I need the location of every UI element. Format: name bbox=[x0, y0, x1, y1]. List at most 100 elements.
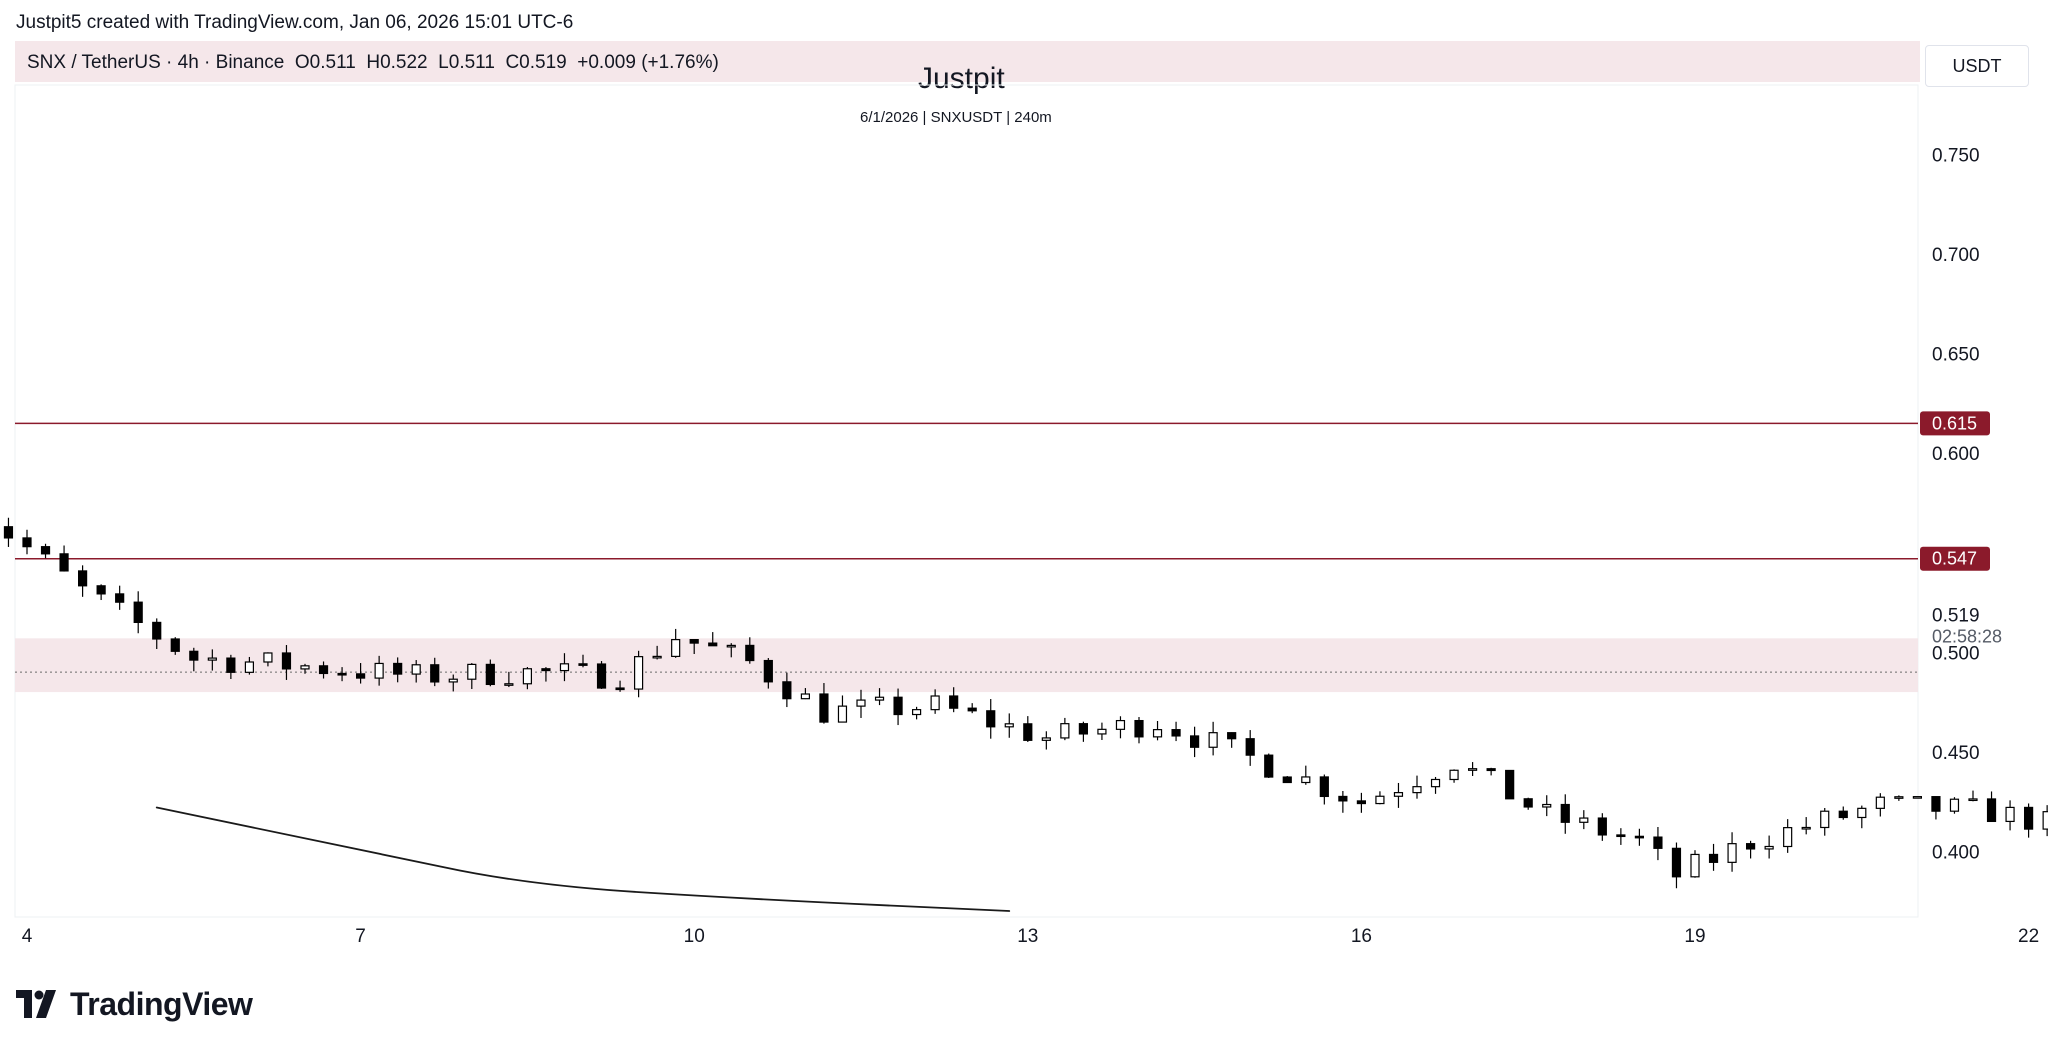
candle-body[interactable] bbox=[1171, 729, 1181, 737]
candle-body[interactable] bbox=[1023, 723, 1033, 741]
candle-body[interactable] bbox=[893, 696, 903, 716]
candle-body[interactable] bbox=[1152, 729, 1163, 738]
candle-body[interactable] bbox=[2042, 811, 2048, 830]
candle-body[interactable] bbox=[1912, 796, 1923, 799]
candle-body[interactable] bbox=[1430, 778, 1441, 788]
candle-body[interactable] bbox=[1319, 776, 1329, 798]
candle-body[interactable] bbox=[1783, 827, 1793, 848]
candle-body[interactable] bbox=[1671, 847, 1682, 878]
candle-body[interactable] bbox=[911, 709, 922, 716]
candle-body[interactable] bbox=[226, 657, 236, 673]
candle-body[interactable] bbox=[1875, 796, 1885, 809]
candle-body[interactable] bbox=[1653, 836, 1663, 849]
candle-body[interactable] bbox=[59, 553, 69, 572]
candle-body[interactable] bbox=[1060, 723, 1070, 739]
candle-body[interactable] bbox=[1227, 732, 1237, 740]
candle-body[interactable] bbox=[485, 663, 495, 686]
candle-body[interactable] bbox=[1078, 723, 1089, 735]
candle-body[interactable] bbox=[1708, 853, 1719, 863]
candle-body[interactable] bbox=[726, 644, 736, 648]
candle-body[interactable] bbox=[1820, 810, 1830, 829]
candle-body[interactable] bbox=[356, 673, 366, 679]
candle-body[interactable] bbox=[596, 663, 607, 689]
candle-body[interactable] bbox=[2005, 806, 2015, 823]
candle-body[interactable] bbox=[1301, 776, 1311, 784]
candle-body[interactable] bbox=[1097, 728, 1107, 735]
candle-body[interactable] bbox=[207, 657, 217, 661]
candle-body[interactable] bbox=[2023, 806, 2034, 830]
candle-body[interactable] bbox=[615, 687, 625, 691]
candle-body[interactable] bbox=[1115, 719, 1126, 730]
candle-body[interactable] bbox=[504, 683, 514, 686]
candle-body[interactable] bbox=[40, 546, 51, 555]
candle-body[interactable] bbox=[930, 695, 940, 711]
candle-body[interactable] bbox=[448, 678, 458, 683]
hand-drawn-curve[interactable] bbox=[155, 806, 1011, 912]
candle-body[interactable] bbox=[1338, 795, 1348, 802]
candle-body[interactable] bbox=[800, 693, 811, 700]
candle-body[interactable] bbox=[1579, 817, 1589, 823]
candle-body[interactable] bbox=[1356, 800, 1367, 805]
candle-body[interactable] bbox=[1449, 769, 1459, 781]
candle-body[interactable] bbox=[1375, 795, 1385, 805]
candle-body[interactable] bbox=[1412, 786, 1422, 794]
candle-body[interactable] bbox=[430, 664, 440, 683]
candle-body[interactable] bbox=[1004, 723, 1014, 728]
candle-body[interactable] bbox=[763, 659, 773, 683]
candle-body[interactable] bbox=[1727, 843, 1737, 863]
candle-body[interactable] bbox=[1616, 834, 1626, 838]
candle-body[interactable] bbox=[281, 652, 292, 670]
candle-body[interactable] bbox=[1745, 843, 1756, 850]
candle-body[interactable] bbox=[1634, 835, 1645, 839]
candle-body[interactable] bbox=[522, 668, 533, 685]
candle-body[interactable] bbox=[1894, 796, 1904, 799]
candle-body[interactable] bbox=[133, 601, 143, 624]
candle-body[interactable] bbox=[22, 537, 32, 548]
candle-body[interactable] bbox=[671, 639, 681, 657]
candle-body[interactable] bbox=[1968, 798, 1978, 802]
candle-body[interactable] bbox=[652, 655, 662, 659]
candle-body[interactable] bbox=[263, 652, 273, 663]
candle-body[interactable] bbox=[411, 664, 421, 675]
candle-body[interactable] bbox=[1764, 845, 1774, 850]
candle-body[interactable] bbox=[393, 662, 403, 675]
candle-body[interactable] bbox=[541, 668, 551, 672]
candle-body[interactable] bbox=[1041, 737, 1051, 741]
symbol-legend[interactable]: SNX / TetherUS · 4h · Binance O0.511 H0.… bbox=[27, 52, 719, 73]
candle-body[interactable] bbox=[1393, 792, 1404, 797]
candle-body[interactable] bbox=[1189, 735, 1200, 748]
candle-body[interactable] bbox=[1208, 732, 1218, 748]
candle-body[interactable] bbox=[782, 681, 792, 700]
candle-body[interactable] bbox=[337, 672, 347, 676]
candle-body[interactable] bbox=[1134, 719, 1144, 738]
candle-body[interactable] bbox=[1282, 776, 1292, 784]
candle-body[interactable] bbox=[1949, 798, 1960, 812]
candle-body[interactable] bbox=[467, 663, 477, 680]
candle-body[interactable] bbox=[1542, 803, 1552, 808]
candle-body[interactable] bbox=[819, 693, 829, 723]
candle-body[interactable] bbox=[170, 638, 180, 652]
candle-body[interactable] bbox=[152, 621, 162, 640]
candle-body[interactable] bbox=[559, 663, 570, 672]
candle-body[interactable] bbox=[745, 644, 755, 662]
currency-button[interactable]: USDT bbox=[1925, 45, 2029, 87]
candle-body[interactable] bbox=[374, 662, 384, 679]
candle-body[interactable] bbox=[300, 665, 310, 670]
candle-body[interactable] bbox=[115, 593, 125, 603]
candle-body[interactable] bbox=[1857, 807, 1867, 819]
candle-body[interactable] bbox=[967, 707, 977, 712]
support-zone[interactable] bbox=[15, 638, 1918, 693]
candle-body[interactable] bbox=[874, 696, 885, 701]
candle-body[interactable] bbox=[96, 585, 106, 595]
candle-body[interactable] bbox=[837, 705, 848, 723]
candle-body[interactable] bbox=[1560, 803, 1570, 823]
candle-body[interactable] bbox=[244, 661, 254, 673]
candle-body[interactable] bbox=[1264, 754, 1274, 778]
candle-body[interactable] bbox=[3, 526, 14, 539]
candle-body[interactable] bbox=[1245, 738, 1255, 756]
candle-body[interactable] bbox=[633, 656, 644, 690]
candle-body[interactable] bbox=[1838, 810, 1848, 819]
candle-body[interactable] bbox=[578, 663, 588, 666]
candle-body[interactable] bbox=[708, 642, 718, 647]
